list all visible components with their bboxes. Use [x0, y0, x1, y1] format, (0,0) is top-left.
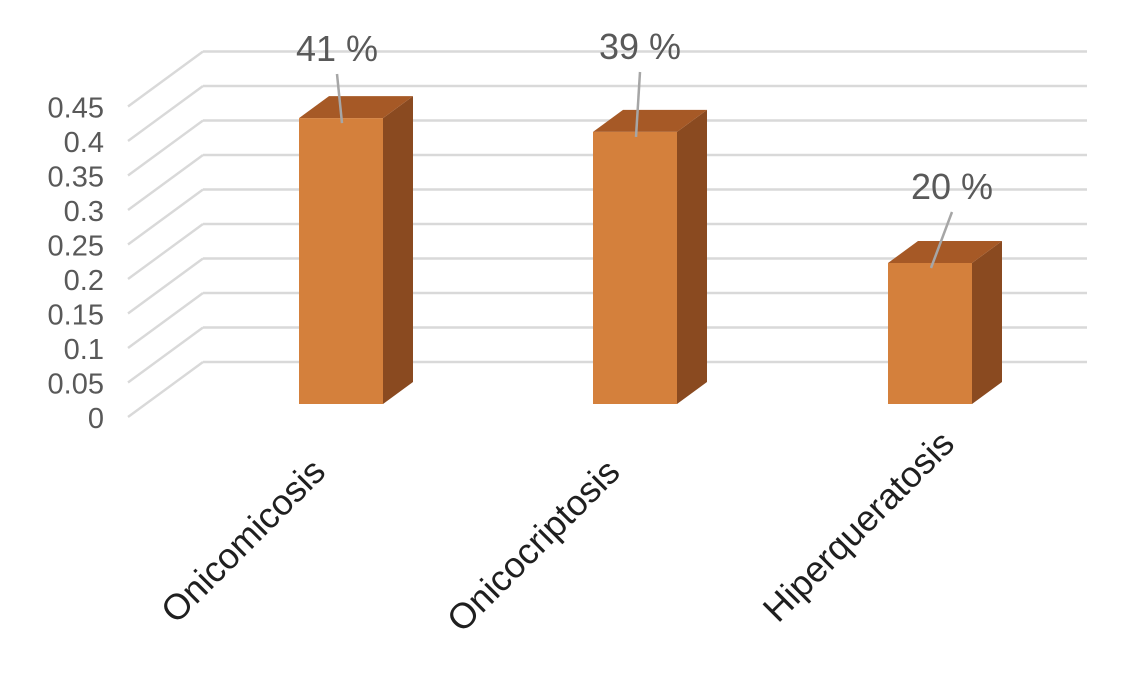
y-tick-label: 0.15 — [48, 300, 104, 332]
bar-front-face — [593, 131, 677, 404]
bar-1 — [299, 96, 413, 404]
bar-side-face — [972, 241, 1002, 404]
leader-lines-group — [335, 71, 954, 269]
y-tick-label: 0.2 — [64, 265, 104, 297]
category-label: Hiperqueratosis — [755, 422, 962, 629]
y-tick-label: 0 — [88, 403, 104, 435]
data-label-leader-line — [929, 211, 954, 269]
y-tick-label: 0.35 — [48, 162, 104, 194]
y-tick-label: 0.4 — [64, 127, 104, 159]
bar-side-face — [677, 109, 707, 405]
bar-side-face — [383, 96, 413, 404]
bar-top-face — [299, 96, 413, 119]
y-tick-label: 0.25 — [48, 231, 104, 263]
gridline-slant — [127, 326, 204, 384]
y-axis-tick-labels-group: 00.050.10.150.20.250.30.350.40.45 — [48, 93, 104, 436]
bar-front-face — [299, 118, 383, 404]
bar-top-face — [593, 109, 707, 132]
value-labels-group: 41 % 39 % 20 % — [296, 26, 993, 207]
gridline-slant — [127, 361, 204, 418]
y-tick-label: 0.1 — [64, 334, 104, 366]
bar-3 — [888, 241, 1002, 404]
gridline-slant — [127, 188, 204, 246]
gridline-slant — [127, 257, 204, 315]
value-label: 41 % — [296, 28, 378, 69]
category-label: Onicocriptosis — [439, 451, 628, 640]
value-label: 39 % — [599, 26, 681, 67]
value-label: 20 % — [911, 166, 993, 207]
bar-top-face — [888, 241, 1002, 263]
y-tick-label: 0.45 — [48, 93, 104, 125]
bars-group — [299, 96, 1002, 405]
category-label: Onicomicosis — [153, 450, 333, 630]
y-tick-label: 0.3 — [64, 196, 104, 228]
y-tick-label: 0.05 — [48, 369, 104, 401]
gridline-slant — [127, 119, 204, 177]
category-labels-group: Onicomicosis Onicocriptosis Hiperqueratosi… — [153, 422, 962, 639]
gridline-slant — [127, 85, 204, 142]
gridline-slant — [127, 50, 204, 108]
gridline-slant — [127, 154, 204, 211]
data-label-leader-line — [335, 73, 344, 124]
bar-2 — [593, 109, 707, 405]
gridline-slant — [127, 292, 204, 349]
gridline-slant — [127, 223, 204, 280]
data-label-leader-line — [634, 71, 642, 137]
bar-front-face — [888, 263, 972, 404]
